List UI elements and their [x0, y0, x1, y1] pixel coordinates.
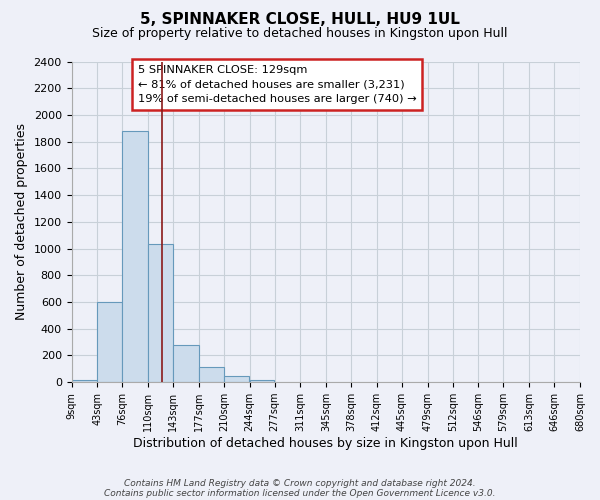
Bar — [224, 376, 250, 382]
Text: Size of property relative to detached houses in Kingston upon Hull: Size of property relative to detached ho… — [92, 28, 508, 40]
Bar — [148, 244, 173, 382]
Bar — [97, 302, 122, 382]
Bar — [72, 380, 97, 382]
Y-axis label: Number of detached properties: Number of detached properties — [15, 124, 28, 320]
Text: Contains HM Land Registry data © Crown copyright and database right 2024.: Contains HM Land Registry data © Crown c… — [124, 478, 476, 488]
Bar — [250, 380, 274, 382]
Text: Contains public sector information licensed under the Open Government Licence v3: Contains public sector information licen… — [104, 488, 496, 498]
Text: 5 SPINNAKER CLOSE: 129sqm
← 81% of detached houses are smaller (3,231)
19% of se: 5 SPINNAKER CLOSE: 129sqm ← 81% of detac… — [137, 64, 416, 104]
Text: 5, SPINNAKER CLOSE, HULL, HU9 1UL: 5, SPINNAKER CLOSE, HULL, HU9 1UL — [140, 12, 460, 28]
Bar — [122, 131, 148, 382]
X-axis label: Distribution of detached houses by size in Kingston upon Hull: Distribution of detached houses by size … — [133, 437, 518, 450]
Bar — [173, 345, 199, 382]
Bar — [199, 367, 224, 382]
